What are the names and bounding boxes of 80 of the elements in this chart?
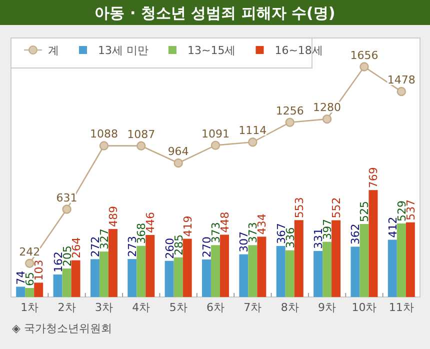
bar (90, 259, 100, 297)
data-label: 362 (349, 224, 362, 245)
legend-label: 16~18세 (274, 44, 323, 57)
legend-label: 13~15세 (188, 44, 236, 57)
data-label: 1088 (90, 128, 118, 141)
data-label: 1478 (387, 74, 416, 87)
point (285, 118, 294, 127)
data-label: 1256 (276, 104, 304, 118)
bar (128, 259, 137, 297)
bar (322, 242, 332, 297)
bar (174, 257, 183, 297)
x-tick-label: 5차 (169, 301, 188, 314)
bar (62, 268, 72, 297)
bar (332, 220, 341, 297)
text: ◈ 국가청소년위원회 (12, 322, 112, 335)
bar (360, 224, 369, 297)
x-tick-label: 10차 (352, 301, 377, 314)
point (99, 141, 109, 150)
bar (34, 282, 44, 297)
point (210, 140, 220, 150)
x-tick-label: 6차 (206, 301, 224, 314)
data-label: 553 (292, 197, 306, 218)
legend-label: 13세 미만 (98, 44, 148, 57)
bar (239, 254, 248, 297)
bar (16, 286, 26, 297)
x-tick-label: 11차 (388, 301, 414, 314)
data-label: 327 (98, 228, 111, 250)
data-label: 552 (330, 197, 344, 218)
data-label: 448 (218, 212, 232, 233)
bar (276, 246, 286, 297)
x-tick-label: 1차 (20, 301, 39, 314)
data-label: 489 (106, 206, 120, 228)
point (322, 114, 332, 124)
point (360, 62, 369, 72)
data-label: 769 (367, 167, 380, 188)
legend-label: 계 (48, 44, 59, 57)
point (396, 86, 406, 96)
bar (202, 259, 211, 297)
chart-title: 아동 · 청소년 성범죄 피해자 수(명) (94, 4, 336, 22)
bar (108, 229, 118, 297)
data-label: 419 (181, 216, 194, 237)
bar (146, 234, 155, 297)
bar (248, 245, 258, 297)
x-tick-label: 3차 (94, 301, 113, 314)
bar (25, 288, 34, 297)
point (62, 204, 72, 214)
data-label: 1114 (238, 124, 267, 138)
bar (406, 222, 415, 297)
data-label: 525 (358, 201, 372, 222)
data-label: 1087 (127, 128, 156, 141)
data-label: 964 (168, 144, 189, 158)
bar (396, 223, 406, 297)
x-tick-label: 8차 (280, 301, 299, 314)
bar (71, 260, 80, 297)
point (24, 258, 34, 268)
bar (368, 190, 378, 297)
bar (285, 250, 294, 297)
point (248, 138, 258, 147)
x-tick-label: 7차 (244, 301, 262, 314)
bar (350, 246, 360, 297)
x-tick-label: 4차 (132, 301, 150, 314)
data-label: 446 (144, 212, 158, 233)
x-tick-label: 9차 (318, 301, 336, 314)
bar (136, 246, 146, 297)
bar (182, 238, 192, 297)
bar (220, 234, 229, 297)
point (174, 158, 183, 168)
bar (211, 245, 220, 297)
bar (257, 236, 266, 297)
data-label: 103 (32, 260, 46, 281)
bar (164, 260, 174, 297)
point (136, 141, 146, 150)
data-label: 1656 (350, 48, 378, 62)
data-label: 1091 (202, 127, 230, 140)
bar (388, 240, 397, 297)
x-tick-label: 2차 (58, 301, 76, 314)
bar (99, 252, 108, 297)
bar (294, 220, 304, 297)
bar (314, 250, 323, 297)
bar (53, 274, 62, 297)
